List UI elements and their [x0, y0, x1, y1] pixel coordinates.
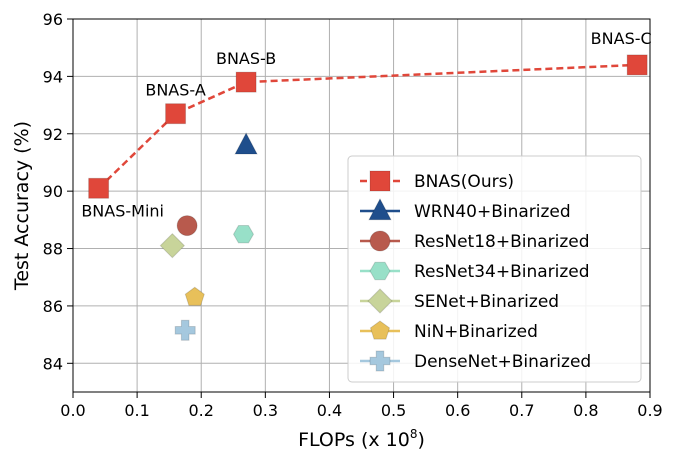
x-tick-label: 0.9	[637, 401, 662, 420]
y-tick-label: 86	[43, 297, 63, 316]
point-label: BNAS-B	[216, 49, 276, 68]
legend-marker	[369, 261, 391, 281]
series-layer: BNAS-Mini BNAS-A BNAS-B BNAS-C	[81, 29, 652, 341]
y-tick-label: 84	[43, 354, 63, 373]
x-tick-label: 0.7	[509, 401, 534, 420]
point-label: BNAS-Mini	[81, 201, 164, 220]
data-point	[235, 71, 257, 93]
legend-item: WRN40+Binarized	[360, 197, 571, 222]
legend-label: ResNet34+Binarized	[414, 262, 590, 282]
x-axis-ticks: 0.0 0.1 0.2 0.3 0.4 0.5 0.6 0.7 0.8 0.9	[60, 392, 663, 420]
legend-item: NiN+Binarized	[360, 320, 538, 342]
y-tick-label: 92	[43, 125, 63, 144]
data-point	[184, 286, 205, 306]
series-resnet34-binarized	[232, 225, 255, 244]
data-point	[232, 225, 255, 244]
legend-item: ResNet34+Binarized	[360, 261, 590, 282]
legend-label: BNAS(Ours)	[414, 172, 514, 192]
x-axis-label: FLOPs (x 108)	[298, 427, 425, 451]
legend-label: ResNet18+Binarized	[414, 232, 590, 252]
y-axis-ticks: 84 86 88 90 92 94 96	[43, 10, 73, 373]
legend-label: WRN40+Binarized	[414, 202, 571, 222]
legend-item: DenseNet+Binarized	[360, 350, 591, 372]
series-senet-binarized	[159, 232, 186, 259]
legend-item: ResNet18+Binarized	[360, 230, 590, 252]
legend-marker	[369, 230, 391, 252]
data-point	[174, 319, 196, 341]
plot-frame	[72, 18, 651, 393]
series-nin-binarized	[184, 286, 205, 306]
x-tick-label: 0.6	[445, 401, 470, 420]
data-point	[88, 177, 110, 199]
x-tick-label: 0.4	[317, 401, 342, 420]
y-tick-label: 88	[43, 240, 63, 259]
y-tick-label: 90	[43, 182, 63, 201]
series-densenet-binarized	[174, 319, 196, 341]
legend-marker	[369, 320, 391, 340]
x-tick-label: 0.5	[381, 401, 406, 420]
legend-marker	[369, 350, 391, 372]
data-point	[626, 54, 648, 76]
series-bnas-ours-: BNAS-Mini BNAS-A BNAS-B BNAS-C	[81, 29, 651, 220]
x-tick-label: 0.2	[188, 401, 213, 420]
legend-item: BNAS(Ours)	[360, 170, 514, 192]
y-axis-label: Test Accuracy (%)	[11, 121, 33, 291]
series-wrn40-binarized	[234, 132, 258, 155]
legend-label: DenseNet+Binarized	[414, 352, 591, 372]
legend-marker	[369, 170, 391, 192]
legend-item: SENet+Binarized	[360, 288, 559, 314]
legend-box	[347, 155, 642, 383]
data-point	[234, 132, 258, 155]
series-resnet18-binarized	[176, 215, 198, 237]
x-tick-label: 0.3	[253, 401, 278, 420]
legend-label: SENet+Binarized	[414, 292, 559, 312]
series-line	[97, 63, 638, 190]
data-point	[165, 103, 187, 125]
legend-label: NiN+Binarized	[414, 322, 538, 342]
legend: BNAS(Ours) WRN40+Binarized ResNet18+Binari…	[347, 155, 642, 383]
x-tick-label: 0.8	[573, 401, 598, 420]
legend-marker	[368, 197, 392, 221]
point-label: BNAS-A	[145, 81, 205, 100]
data-point	[176, 215, 198, 237]
data-point	[159, 232, 186, 259]
x-tick-label: 0.1	[124, 401, 149, 420]
y-tick-label: 94	[43, 67, 63, 86]
legend-marker	[367, 288, 393, 314]
y-tick-label: 96	[43, 10, 63, 29]
x-tick-label: 0.0	[60, 401, 85, 420]
point-label: BNAS-C	[591, 29, 652, 48]
